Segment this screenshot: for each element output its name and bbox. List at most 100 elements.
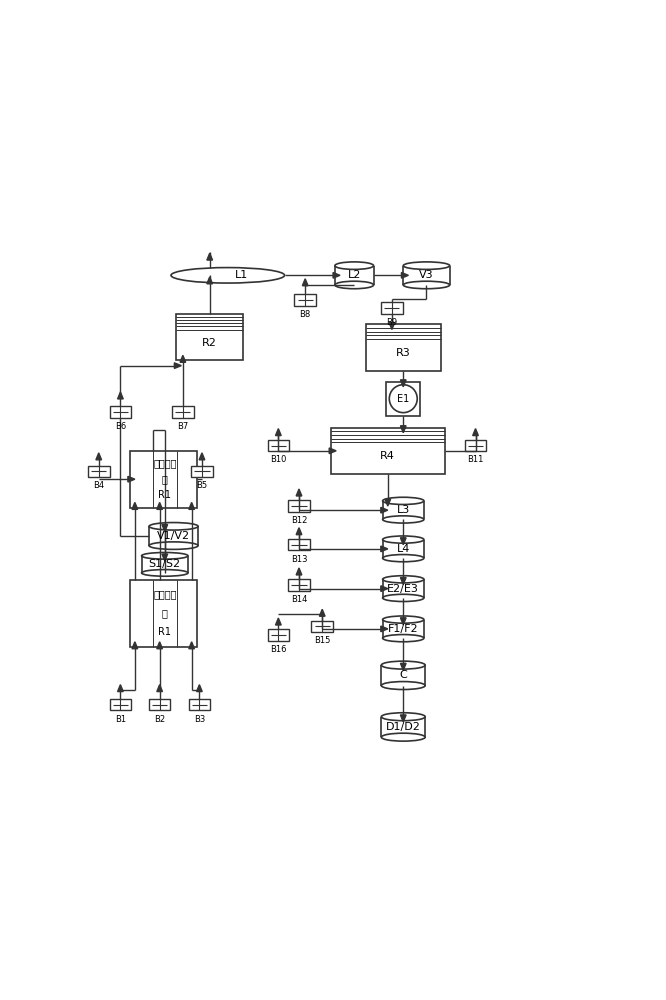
Polygon shape: [400, 715, 406, 722]
Polygon shape: [180, 355, 186, 362]
Bar: [142, 556, 188, 573]
Polygon shape: [381, 586, 388, 591]
Polygon shape: [381, 507, 388, 513]
Bar: [268, 629, 289, 641]
Ellipse shape: [404, 281, 450, 289]
Text: B3: B3: [194, 715, 205, 724]
Text: B16: B16: [270, 645, 286, 654]
Polygon shape: [276, 429, 281, 436]
Bar: [88, 466, 110, 477]
Ellipse shape: [382, 536, 424, 543]
Bar: [382, 540, 424, 558]
Bar: [288, 539, 310, 550]
Polygon shape: [400, 618, 406, 625]
Polygon shape: [473, 429, 478, 436]
Polygon shape: [329, 448, 336, 454]
Polygon shape: [296, 568, 302, 575]
Polygon shape: [400, 663, 406, 670]
Text: B11: B11: [468, 455, 484, 464]
Text: B13: B13: [291, 555, 307, 564]
Text: C: C: [400, 670, 407, 680]
Polygon shape: [132, 502, 138, 509]
Text: R1: R1: [159, 627, 171, 637]
Bar: [149, 526, 198, 546]
Text: B15: B15: [314, 636, 330, 645]
Text: R2: R2: [202, 338, 217, 348]
Ellipse shape: [382, 516, 424, 523]
Ellipse shape: [404, 262, 450, 269]
Polygon shape: [402, 272, 408, 278]
Ellipse shape: [142, 552, 188, 559]
Text: B9: B9: [386, 318, 398, 327]
Polygon shape: [400, 426, 406, 433]
Bar: [288, 579, 310, 591]
Polygon shape: [207, 277, 212, 284]
Bar: [465, 440, 486, 451]
Bar: [294, 294, 316, 306]
Polygon shape: [118, 685, 123, 692]
Polygon shape: [296, 528, 302, 535]
Text: B14: B14: [291, 595, 307, 604]
Text: B8: B8: [300, 310, 311, 319]
Polygon shape: [207, 253, 212, 260]
Text: D1/D2: D1/D2: [386, 722, 421, 732]
Bar: [176, 314, 243, 360]
Polygon shape: [96, 453, 102, 460]
Bar: [312, 621, 333, 632]
Polygon shape: [320, 609, 325, 616]
Polygon shape: [188, 642, 194, 649]
Ellipse shape: [382, 616, 424, 623]
Polygon shape: [385, 499, 391, 506]
Polygon shape: [276, 618, 281, 625]
Polygon shape: [157, 642, 163, 649]
Ellipse shape: [171, 268, 284, 283]
Bar: [188, 699, 210, 710]
Text: B4: B4: [93, 481, 105, 490]
Text: B7: B7: [177, 422, 188, 431]
Ellipse shape: [382, 594, 424, 602]
Bar: [386, 382, 420, 416]
Text: R4: R4: [380, 451, 395, 461]
Bar: [403, 266, 450, 285]
Ellipse shape: [382, 635, 424, 642]
Ellipse shape: [335, 262, 374, 269]
Bar: [172, 406, 194, 418]
Polygon shape: [196, 685, 202, 692]
Bar: [382, 579, 424, 598]
Text: B1: B1: [115, 715, 126, 724]
Bar: [382, 665, 425, 686]
Bar: [335, 266, 374, 285]
Ellipse shape: [382, 713, 425, 721]
Text: L2: L2: [348, 270, 361, 280]
Ellipse shape: [335, 281, 374, 289]
Polygon shape: [188, 502, 194, 509]
Bar: [381, 302, 403, 314]
Text: L4: L4: [396, 544, 410, 554]
Text: 器: 器: [162, 608, 168, 618]
Text: B10: B10: [270, 455, 286, 464]
Text: V1/V2: V1/V2: [157, 531, 190, 541]
Bar: [110, 406, 131, 418]
Ellipse shape: [149, 523, 198, 530]
Bar: [288, 500, 310, 512]
Polygon shape: [157, 685, 163, 692]
Polygon shape: [400, 380, 406, 387]
Polygon shape: [400, 538, 406, 545]
Bar: [110, 699, 131, 710]
Polygon shape: [400, 578, 406, 584]
Bar: [191, 466, 213, 477]
Polygon shape: [381, 546, 388, 552]
Bar: [331, 428, 444, 474]
Polygon shape: [128, 476, 135, 482]
Polygon shape: [162, 554, 168, 561]
Text: L1: L1: [235, 270, 248, 280]
Text: E1: E1: [397, 394, 410, 404]
Bar: [382, 620, 424, 638]
Polygon shape: [302, 279, 308, 286]
Polygon shape: [118, 392, 123, 399]
Circle shape: [390, 385, 417, 413]
Text: R1: R1: [159, 490, 171, 500]
Bar: [366, 324, 441, 371]
Polygon shape: [296, 489, 302, 496]
Text: S1/S2: S1/S2: [149, 559, 181, 569]
